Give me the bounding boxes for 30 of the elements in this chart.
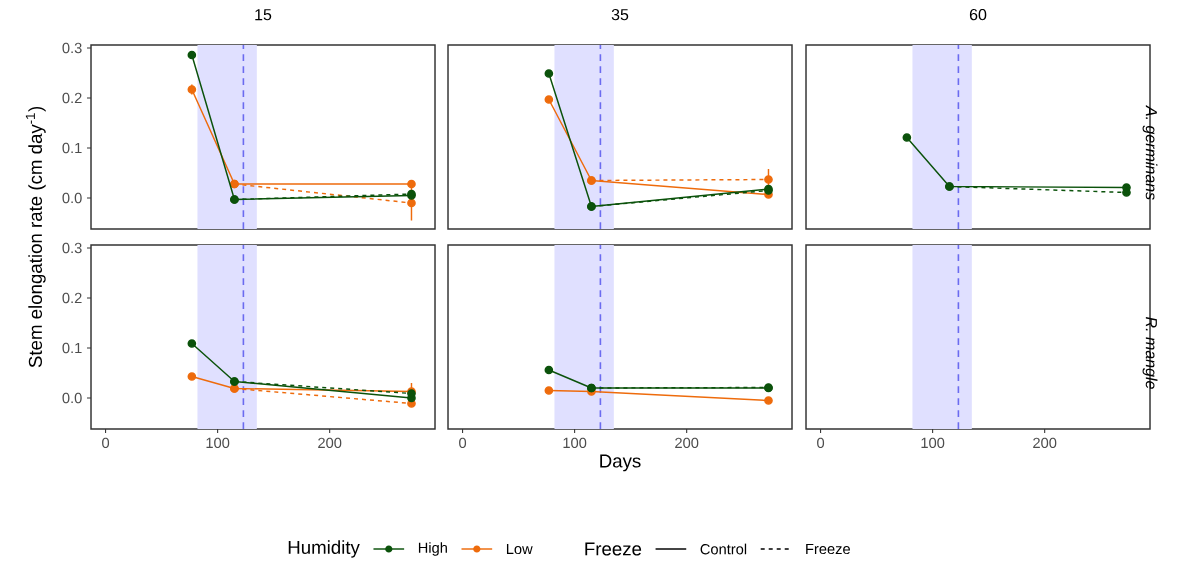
x-tick-label: 100: [921, 437, 945, 449]
y-axis-title: Stem elongation rate (cm day$^{-1}$): [25, 106, 46, 368]
text: Freeze: [585, 542, 642, 556]
text: Humidity: [288, 540, 360, 558]
legend-label: Control: [700, 543, 747, 555]
y2-axis-title: R. mangle: [1142, 317, 1158, 389]
y-tick-label: 0.3: [62, 242, 82, 254]
x-tick-label: 100: [206, 437, 230, 449]
y-tick-label: 0.3: [62, 42, 82, 54]
chart-title: 35: [611, 8, 629, 21]
x-tick-label: 200: [318, 437, 342, 449]
y-tick-label: 0.0: [62, 392, 82, 404]
y-tick-label: 0.1: [62, 342, 82, 354]
y-tick-label: 0.0: [62, 192, 82, 204]
chart-title: 15: [255, 9, 272, 21]
legend-label: High: [418, 542, 447, 556]
chart-title: 60: [969, 8, 987, 21]
x-tick-label: 200: [675, 437, 699, 449]
y-tick-label: 0.2: [62, 92, 82, 104]
x-tick-label: 100: [563, 437, 587, 449]
legend-label: Freeze: [806, 543, 850, 555]
x-axis-title: Days: [600, 454, 641, 472]
x-tick-label: 200: [1033, 437, 1057, 449]
y2-axis-title: A. germinans: [1142, 105, 1158, 200]
x-tick-label: 0: [817, 437, 825, 449]
x-tick-label: 0: [102, 437, 110, 449]
y-tick-label: 0.2: [62, 292, 82, 304]
y-tick-label: 0.1: [62, 142, 82, 154]
x-tick-label: 0: [459, 437, 467, 449]
legend-label: Low: [506, 543, 533, 555]
